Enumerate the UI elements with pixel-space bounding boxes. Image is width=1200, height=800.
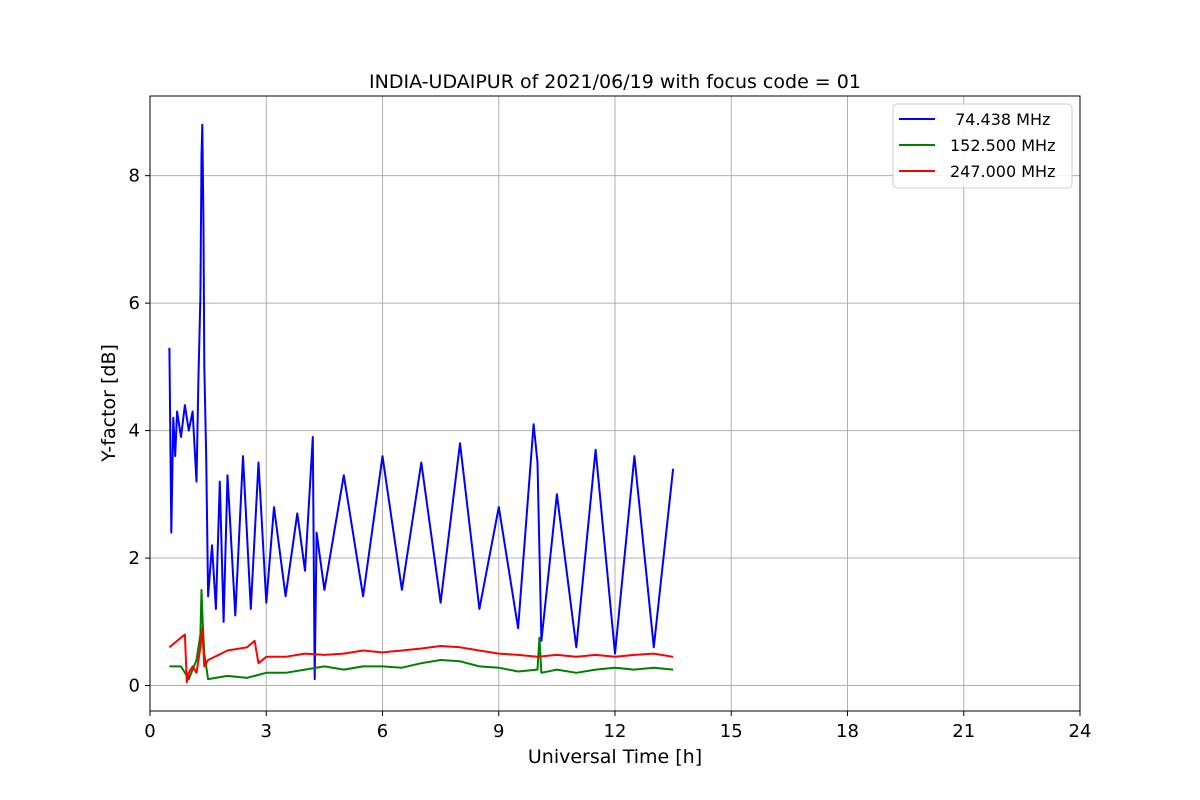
chart-title: INDIA-UDAIPUR of 2021/06/19 with focus c… — [369, 71, 861, 93]
x-tick-label: 24 — [1069, 721, 1092, 742]
x-tick-label: 9 — [493, 721, 504, 742]
legend-label-3: 247.000 MHz — [950, 162, 1055, 181]
y-tick-label: 0 — [129, 676, 140, 697]
legend: 74.438 MHz 152.500 MHz 247.000 MHz — [892, 103, 1073, 189]
series-line-2 — [169, 588, 674, 681]
x-tick-label: 18 — [836, 721, 859, 742]
y-tick-label: 2 — [129, 548, 140, 569]
x-tick-label: 6 — [377, 721, 388, 742]
x-tick-label: 21 — [952, 721, 975, 742]
grid — [149, 96, 1081, 711]
x-tick-label: 12 — [604, 721, 627, 742]
x-axis-title: Universal Time [h] — [528, 746, 702, 768]
series-layer — [168, 123, 675, 684]
x-tick-label: 0 — [144, 721, 155, 742]
legend-box — [892, 103, 1073, 189]
x-tick-label: 15 — [720, 721, 743, 742]
series-line-3 — [168, 627, 674, 684]
x-tick-label: 3 — [261, 721, 272, 742]
y-tick-label: 6 — [129, 293, 140, 314]
legend-label-2: 152.500 MHz — [950, 136, 1055, 155]
y-tick-label: 4 — [129, 421, 140, 442]
y-axis-title: Y-factor [dB] — [98, 344, 120, 463]
series-line-1 — [168, 123, 675, 681]
legend-label-1: 74.438 MHz — [950, 110, 1050, 129]
y-tick-label: 8 — [129, 166, 140, 187]
